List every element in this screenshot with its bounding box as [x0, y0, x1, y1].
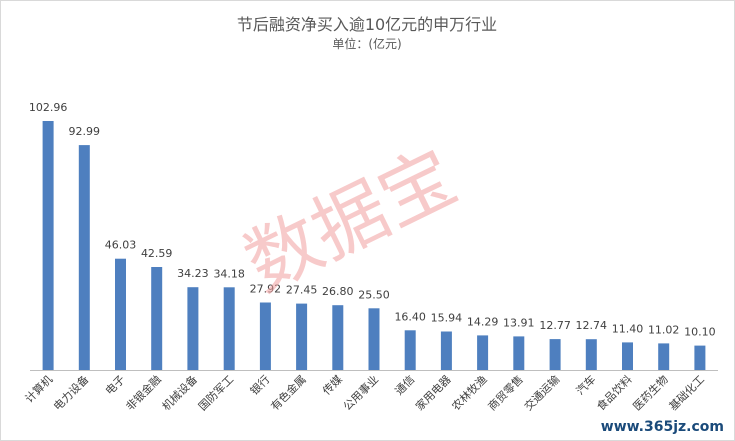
category-label-3: 电子: [103, 373, 128, 398]
category-label-17: 食品饮料: [594, 372, 635, 413]
bar-18: [658, 343, 670, 370]
category-label-2: 电力设备: [50, 372, 91, 413]
bar-4: [151, 267, 163, 370]
value-label-5: 34.23: [177, 267, 209, 280]
bar-3: [115, 258, 126, 370]
category-label-6: 国防军工: [195, 372, 236, 413]
category-label-12: 家用电器: [413, 372, 454, 413]
bar-17: [622, 342, 633, 370]
category-label-4: 非银金融: [123, 372, 164, 413]
value-label-10: 25.50: [358, 288, 390, 301]
category-label-7: 银行: [247, 372, 272, 397]
category-label-10: 公用事业: [341, 373, 381, 413]
category-label-11: 通信: [393, 373, 418, 398]
value-label-18: 11.02: [648, 323, 680, 336]
value-label-2: 92.99: [69, 125, 101, 138]
value-label-1: 102.96: [29, 101, 68, 114]
bar-8: [296, 303, 308, 370]
value-label-13: 14.29: [467, 315, 499, 328]
value-label-16: 12.74: [576, 319, 608, 332]
value-label-8: 27.45: [286, 284, 318, 297]
site-watermark: www.365jz.com: [601, 419, 724, 435]
value-label-7: 27.92: [250, 283, 282, 296]
bar-11: [404, 330, 416, 370]
bar-13: [477, 335, 489, 370]
category-label-8: 有色金属: [268, 372, 309, 413]
bar-5: [187, 287, 199, 370]
value-label-14: 13.91: [503, 316, 535, 329]
bar-10: [368, 308, 380, 370]
value-label-6: 34.18: [213, 267, 245, 280]
category-label-19: 基础化工: [666, 372, 707, 413]
bar-9: [332, 305, 344, 370]
bar-6: [223, 287, 235, 370]
bar-15: [549, 339, 561, 370]
bar-7: [259, 302, 271, 370]
bar-1: [42, 121, 54, 370]
value-label-19: 10.10: [684, 326, 716, 339]
category-label-14: 商贸零售: [485, 372, 526, 413]
bar-12: [440, 331, 452, 370]
category-label-13: 农林牧渔: [449, 372, 490, 413]
category-label-5: 机械设备: [159, 372, 200, 413]
chart-subtitle: 单位：(亿元): [332, 36, 401, 51]
value-label-15: 12.77: [539, 319, 571, 332]
value-label-12: 15.94: [431, 312, 463, 325]
category-label-1: 计算机: [22, 372, 55, 405]
value-label-11: 16.40: [394, 310, 426, 323]
value-label-4: 42.59: [141, 247, 173, 260]
value-label-9: 26.80: [322, 285, 354, 298]
bar-2: [78, 145, 90, 370]
category-label-18: 医药生物: [630, 372, 671, 413]
bar-16: [585, 339, 597, 370]
bar-14: [513, 336, 525, 370]
category-label-9: 传媒: [320, 373, 345, 398]
value-label-17: 11.40: [612, 322, 644, 335]
chart-title: 节后融资净买入逾10亿元的申万行业: [237, 15, 497, 34]
category-label-16: 汽车: [573, 372, 598, 397]
bar-19: [694, 345, 706, 370]
value-label-3: 46.03: [105, 239, 137, 252]
bars-group: [42, 121, 706, 370]
category-label-15: 交通运输: [521, 372, 562, 413]
watermark-text: 数据宝: [232, 134, 469, 309]
